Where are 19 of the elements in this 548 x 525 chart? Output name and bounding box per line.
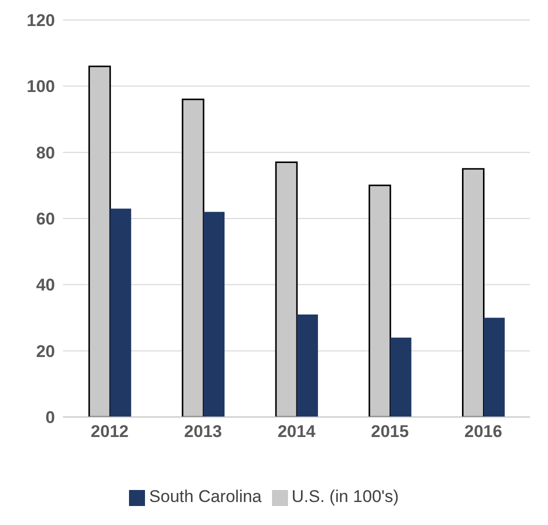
bar — [204, 212, 225, 417]
y-tick-label: 120 — [26, 11, 55, 30]
x-tick-label: 2015 — [370, 422, 409, 442]
bar — [110, 208, 132, 417]
y-tick-label: 80 — [36, 143, 55, 162]
y-tick-label: 0 — [46, 408, 55, 428]
bar — [390, 338, 412, 417]
x-tick-label: 2014 — [278, 422, 316, 442]
legend-label: South Carolina — [149, 487, 262, 506]
x-tick-label: 2012 — [90, 422, 129, 442]
bar — [484, 318, 505, 417]
y-tick-label: 100 — [26, 77, 55, 96]
legend-label: U.S. (in 100's) — [292, 487, 399, 506]
x-tick-label: 2013 — [184, 422, 222, 442]
y-tick-label: 40 — [36, 276, 55, 295]
bar — [296, 314, 318, 417]
y-tick-label: 20 — [36, 342, 55, 361]
x-tick-label: 2016 — [464, 422, 502, 442]
y-tick-label: 60 — [36, 210, 55, 229]
